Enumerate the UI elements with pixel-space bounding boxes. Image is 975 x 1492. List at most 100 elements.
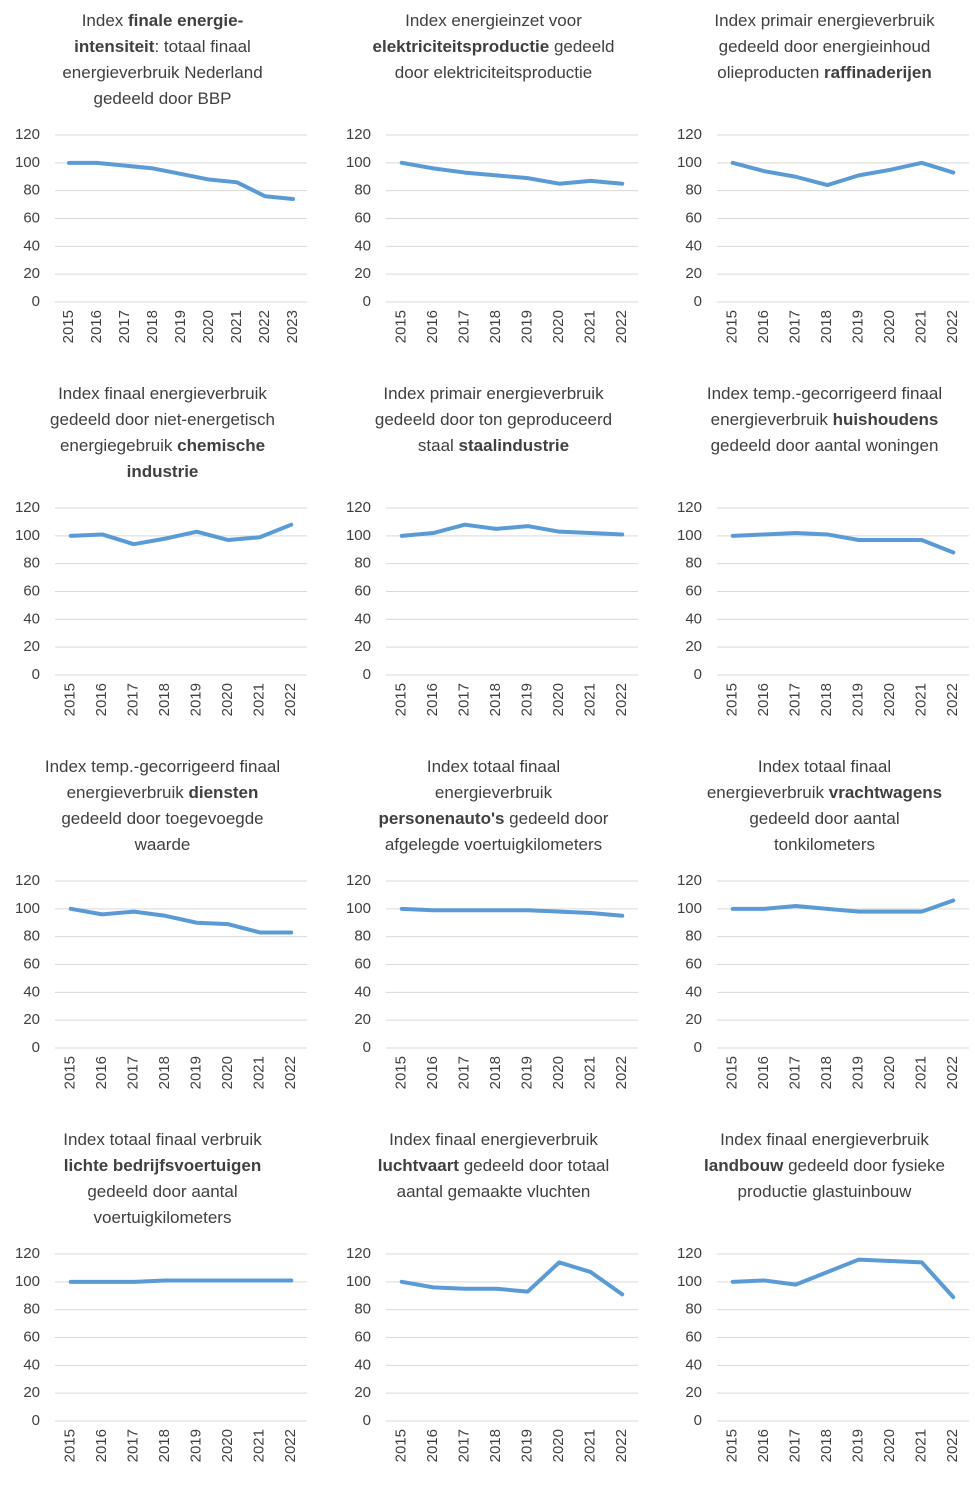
y-tick-label: 60 (685, 1328, 702, 1345)
chart: 0 20 40 60 80 100 120 2015 2016 2017 2018 2019 2020 2… (346, 126, 638, 343)
title-part: gedeeld door toegevoegde waarde (61, 809, 264, 854)
title-part: lichte bedrijfsvoertuigen (63, 1156, 262, 1175)
y-tick-label: 100 (15, 154, 40, 171)
title-part: gedeeld door aantal woningen (710, 436, 939, 455)
x-tick-label: 2018 (818, 310, 835, 343)
y-tick-label: 120 (15, 872, 40, 889)
data-line (730, 1257, 956, 1300)
y-tick-label: 0 (363, 1412, 371, 1429)
x-tick-label: 2015 (393, 1429, 410, 1462)
x-tick-label: 2020 (550, 1056, 567, 1089)
x-tick-label: 2016 (755, 1429, 772, 1462)
x-tick-label: 2016 (755, 683, 772, 716)
y-tick-label: 0 (32, 666, 40, 683)
y-tick-label: 60 (23, 209, 40, 226)
x-tick-label: 2023 (284, 310, 301, 343)
title-part: personenauto's (378, 809, 505, 828)
title-part: gedeeld door totaal aantal gemaakte vluc… (396, 1156, 610, 1201)
y-tick-label: 0 (363, 293, 371, 310)
x-tick-label: 2017 (125, 1056, 142, 1089)
y-tick-label: 80 (354, 182, 371, 199)
y-tick-label: 100 (346, 527, 371, 544)
y-tick-label: 40 (23, 983, 40, 1000)
chart-title: Index totaal finaal energieverbruik pers… (371, 754, 616, 864)
x-tick-label: 2018 (156, 1056, 173, 1089)
title-part: Index primair energieverbruik gedeeld do… (714, 11, 935, 82)
data-line (730, 898, 956, 914)
y-tick-label: 40 (23, 237, 40, 254)
y-tick-label: 100 (346, 1273, 371, 1290)
title-part: : totaal finaal energieverbruik Nederlan… (62, 37, 263, 108)
y-tick-label: 60 (354, 582, 371, 599)
data-line (67, 160, 295, 202)
y-tick-label: 100 (346, 154, 371, 171)
y-tick-label: 80 (23, 182, 40, 199)
x-tick-label: 2017 (456, 1429, 473, 1462)
y-tick-label: 80 (685, 1301, 702, 1318)
y-tick-label: 40 (685, 237, 702, 254)
title-part: Index temp.-gecorrigeerd finaal energiev… (706, 384, 943, 429)
x-tick-label: 2020 (881, 1056, 898, 1089)
y-tick-label: 80 (685, 928, 702, 945)
chart-title: Index temp.-gecorrigeerd finaal energiev… (702, 381, 947, 491)
data-line (399, 522, 625, 538)
x-tick-label: 2018 (156, 683, 173, 716)
x-tick-label: 2022 (282, 1056, 299, 1089)
x-tick-label: 2021 (913, 1429, 930, 1462)
x-tick-label: 2015 (393, 310, 410, 343)
data-line (399, 1260, 625, 1297)
y-tick-label: 40 (685, 983, 702, 1000)
y-tick-label: 120 (346, 126, 371, 143)
y-tick-label: 0 (32, 293, 40, 310)
y-tick-label: 40 (354, 610, 371, 627)
chart-panel: Index totaal finaal verbruik lichte bedr… (0, 1119, 325, 1492)
data-line (68, 1278, 294, 1284)
y-tick-label: 0 (363, 666, 371, 683)
y-tick-label: 100 (677, 154, 702, 171)
y-tick-label: 80 (685, 555, 702, 572)
chart-panel: Index totaal finaal energieverbruik pers… (331, 746, 656, 1119)
y-tick-label: 20 (23, 1384, 40, 1401)
title-part: gedeeld door aantal voertuigkilometers (87, 1182, 238, 1227)
x-tick-label: 2020 (550, 1429, 567, 1462)
chart-panel: Index finaal energieverbruik gedeeld doo… (0, 373, 325, 746)
x-tick-label: 2016 (424, 1056, 441, 1089)
y-tick-label: 100 (15, 1273, 40, 1290)
chart: 0 20 40 60 80 100 120 2015 2016 2017 2018 2019 2020 2… (677, 126, 969, 343)
title-part: finale energie-intensiteit (74, 11, 244, 56)
title-part: luchtvaart (377, 1156, 459, 1175)
y-tick-label: 120 (677, 499, 702, 516)
x-tick-label: 2019 (188, 683, 205, 716)
chart-title: Index totaal finaal energieverbruik vrac… (702, 754, 947, 864)
y-tick-label: 60 (23, 955, 40, 972)
x-tick-label: 2018 (818, 683, 835, 716)
x-tick-label: 2019 (172, 310, 189, 343)
y-tick-label: 0 (363, 1039, 371, 1056)
x-tick-label: 2017 (787, 1056, 804, 1089)
y-tick-label: 100 (677, 1273, 702, 1290)
chart-title: Index temp.-gecorrigeerd finaal energiev… (40, 754, 285, 864)
x-tick-label: 2020 (881, 683, 898, 716)
y-tick-label: 120 (15, 126, 40, 143)
y-tick-label: 40 (23, 610, 40, 627)
x-tick-label: 2017 (116, 310, 133, 343)
x-tick-label: 2018 (144, 310, 161, 343)
x-tick-label: 2019 (850, 1056, 867, 1089)
y-tick-label: 20 (685, 1011, 702, 1028)
x-tick-label: 2022 (282, 1429, 299, 1462)
x-tick-label: 2018 (818, 1429, 835, 1462)
y-tick-label: 60 (685, 582, 702, 599)
chart-title: Index energieinzet voor elektriciteitspr… (371, 8, 616, 118)
x-tick-label: 2017 (456, 1056, 473, 1089)
x-tick-label: 2022 (256, 310, 273, 343)
chart-panel: Index primair energieverbruik gedeeld do… (662, 0, 975, 373)
chart-panel: Index totaal finaal energieverbruik vrac… (662, 746, 975, 1119)
x-tick-label: 2021 (228, 310, 245, 343)
chart: 0 20 40 60 80 100 120 2015 2016 2017 2018 2019 2020 2… (15, 1245, 307, 1462)
title-part: diensten (188, 783, 259, 802)
y-tick-label: 40 (354, 237, 371, 254)
chart-panel: Index finaal energieverbruik landbouw ge… (662, 1119, 975, 1492)
y-tick-label: 40 (685, 610, 702, 627)
x-tick-label: 2016 (424, 1429, 441, 1462)
